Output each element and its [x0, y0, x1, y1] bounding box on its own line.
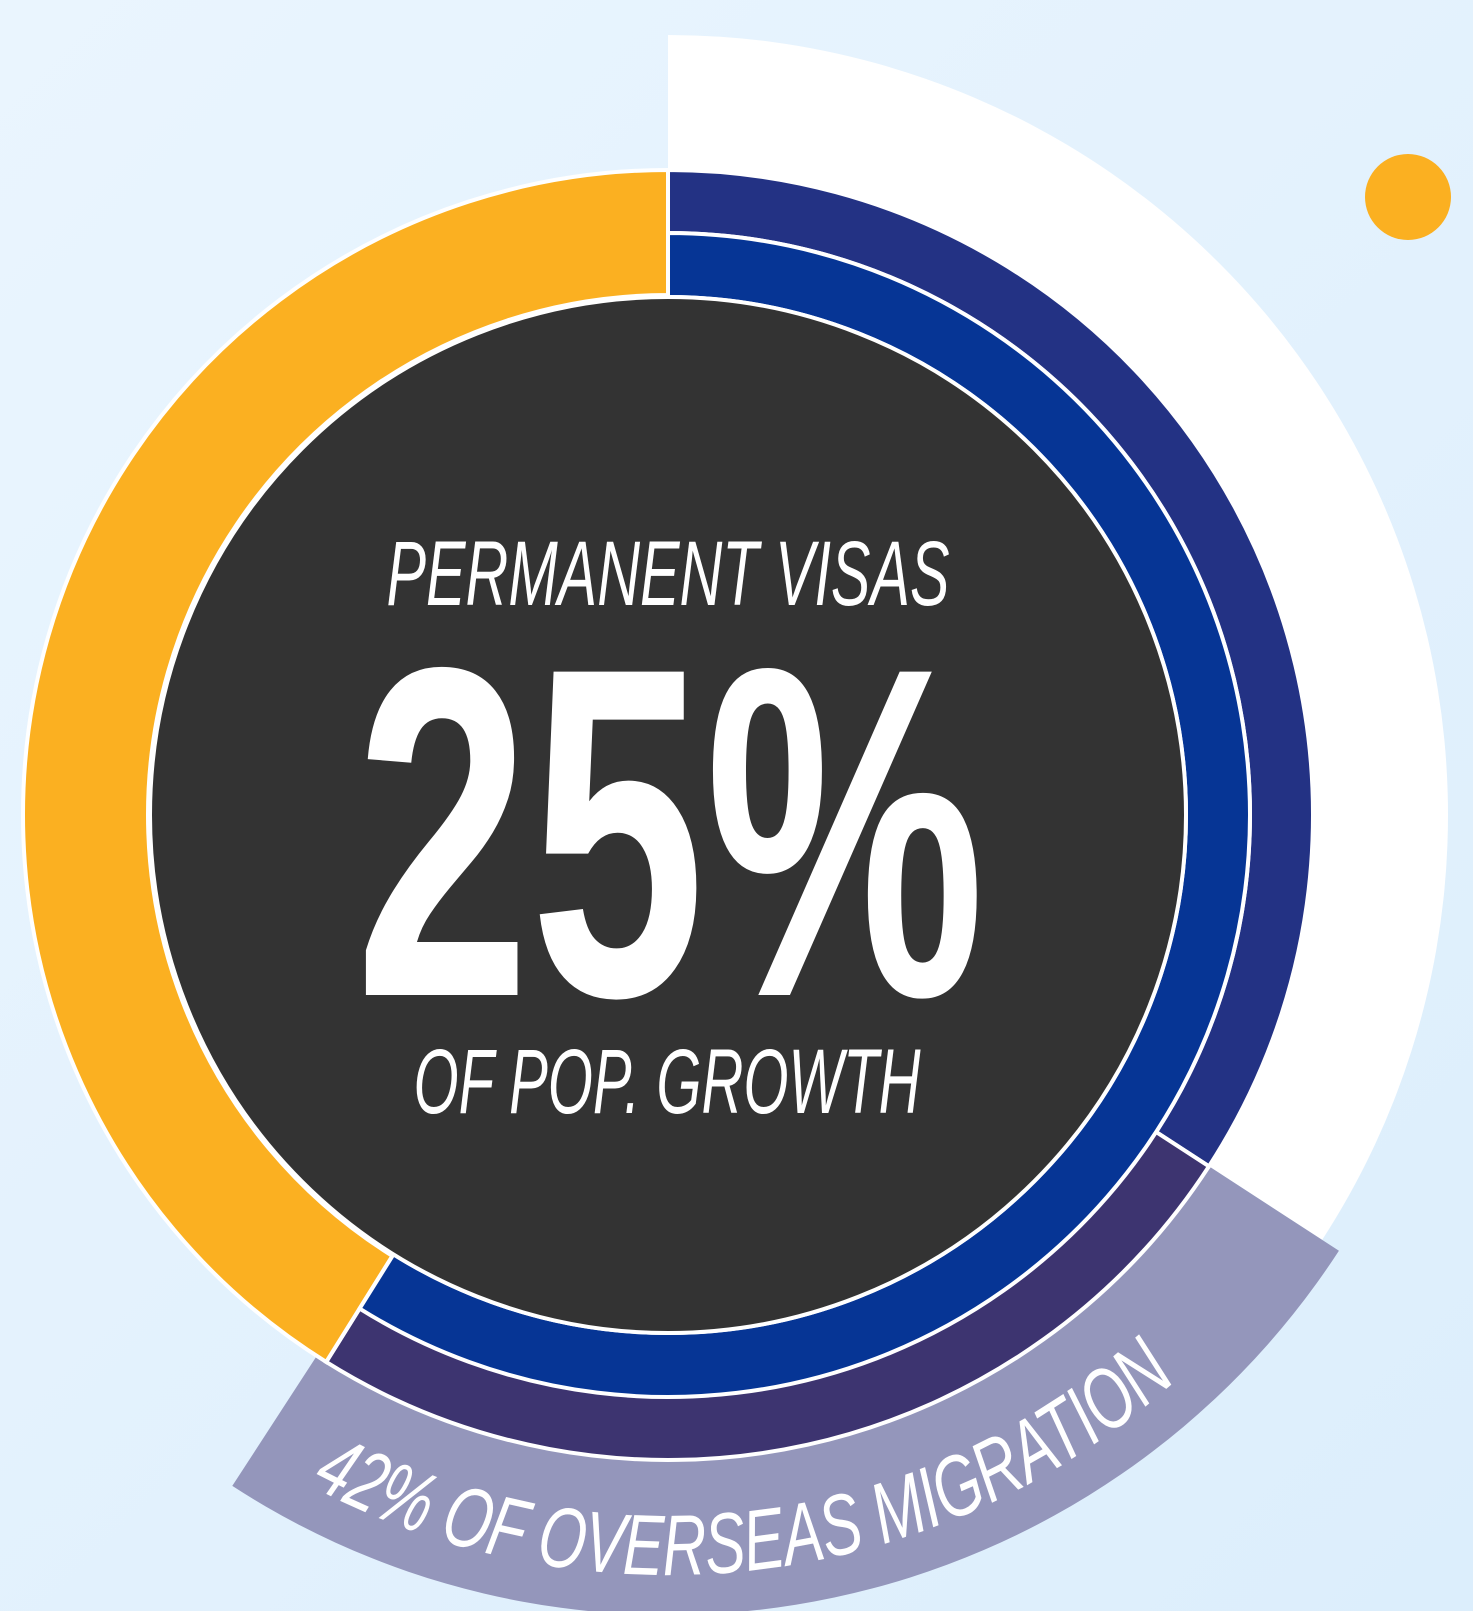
white-arc: [668, 35, 1449, 1240]
center-value: 25%: [355, 570, 985, 1095]
center-disc: [148, 295, 1188, 1335]
grey-band: [232, 1166, 1339, 1611]
center-heading: PERMANENT VISAS: [387, 523, 950, 625]
center-caption: OF POP. GROWTH: [414, 1031, 921, 1133]
orange-dot: [1365, 154, 1451, 240]
